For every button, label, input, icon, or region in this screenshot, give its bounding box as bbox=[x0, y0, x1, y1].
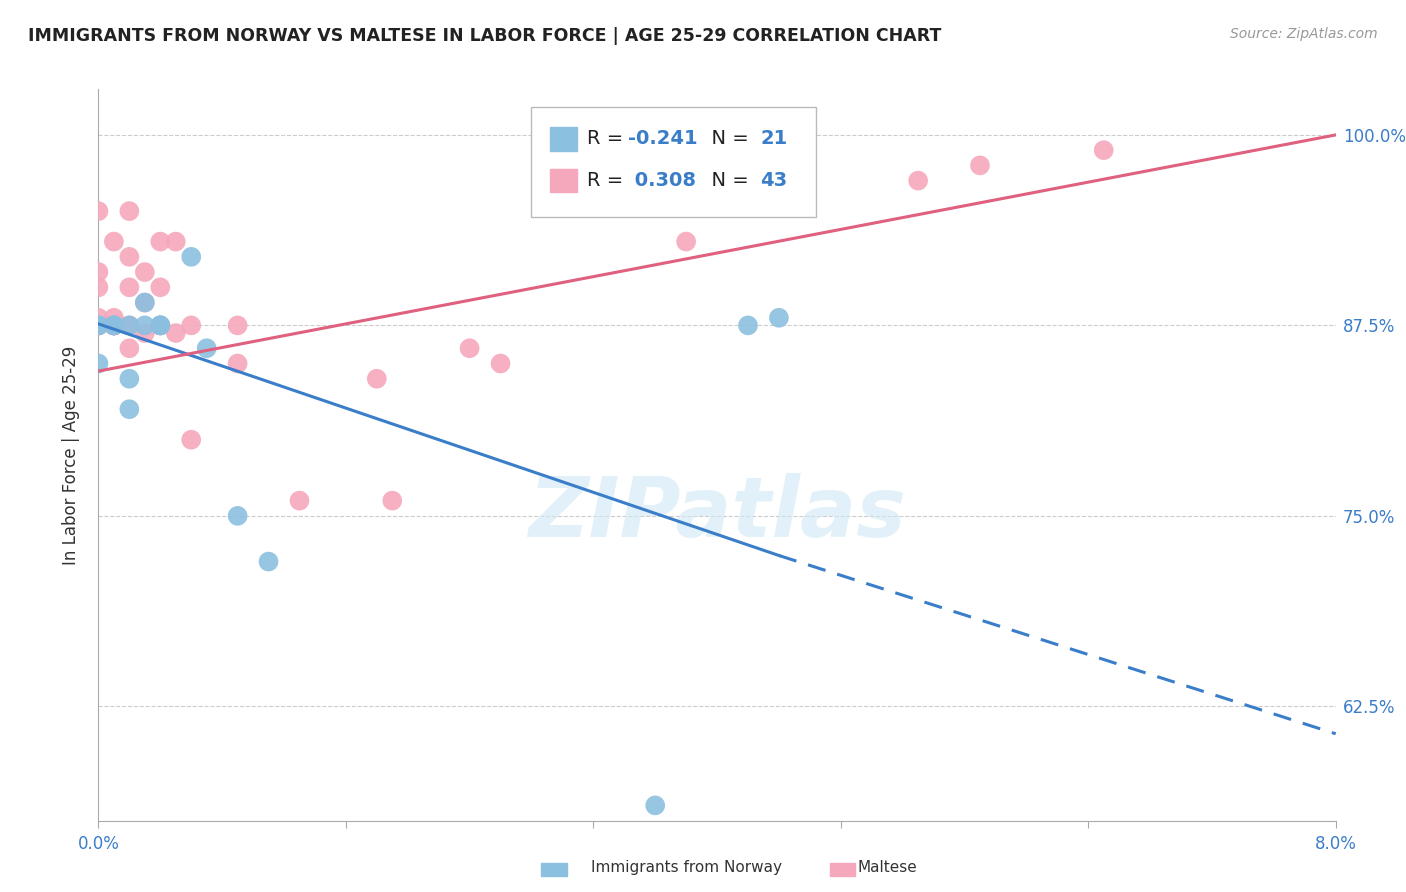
Text: 0.308: 0.308 bbox=[628, 171, 696, 190]
Point bbox=[675, 235, 697, 249]
Point bbox=[103, 318, 125, 333]
Point bbox=[644, 798, 666, 813]
Point bbox=[381, 493, 404, 508]
Text: 43: 43 bbox=[761, 171, 787, 190]
Point bbox=[87, 318, 110, 333]
Point bbox=[180, 250, 202, 264]
Point bbox=[737, 318, 759, 333]
Point bbox=[103, 318, 125, 333]
Point bbox=[1092, 143, 1115, 157]
Text: ZIPatlas: ZIPatlas bbox=[529, 473, 905, 554]
Point bbox=[103, 318, 125, 333]
Point bbox=[87, 318, 110, 333]
Point bbox=[226, 318, 249, 333]
Text: IMMIGRANTS FROM NORWAY VS MALTESE IN LABOR FORCE | AGE 25-29 CORRELATION CHART: IMMIGRANTS FROM NORWAY VS MALTESE IN LAB… bbox=[28, 27, 942, 45]
Point bbox=[87, 357, 110, 371]
Point bbox=[118, 250, 141, 264]
Text: -0.241: -0.241 bbox=[628, 129, 697, 148]
Point bbox=[103, 318, 125, 333]
Point bbox=[366, 372, 388, 386]
Point bbox=[118, 280, 141, 294]
Point bbox=[458, 341, 481, 355]
Point bbox=[103, 318, 125, 333]
Point bbox=[180, 318, 202, 333]
Point bbox=[195, 341, 218, 355]
Point bbox=[87, 204, 110, 219]
Point bbox=[87, 318, 110, 333]
Text: R =: R = bbox=[588, 171, 630, 190]
Point bbox=[134, 326, 156, 340]
Point bbox=[489, 357, 512, 371]
Point bbox=[768, 310, 790, 325]
Point bbox=[134, 295, 156, 310]
Point bbox=[118, 341, 141, 355]
Point bbox=[969, 158, 991, 172]
Point bbox=[907, 174, 929, 188]
Point bbox=[180, 433, 202, 447]
Bar bbox=[550, 169, 578, 193]
Point bbox=[118, 402, 141, 417]
Point bbox=[149, 280, 172, 294]
Point bbox=[149, 318, 172, 333]
Point bbox=[226, 357, 249, 371]
Point bbox=[87, 318, 110, 333]
Point bbox=[118, 318, 141, 333]
Point bbox=[103, 235, 125, 249]
Point bbox=[103, 318, 125, 333]
Text: 21: 21 bbox=[761, 129, 787, 148]
Text: Source: ZipAtlas.com: Source: ZipAtlas.com bbox=[1230, 27, 1378, 41]
Point bbox=[103, 318, 125, 333]
Point bbox=[149, 318, 172, 333]
Point bbox=[165, 235, 187, 249]
Text: Maltese: Maltese bbox=[858, 861, 917, 875]
Point bbox=[87, 318, 110, 333]
FancyBboxPatch shape bbox=[531, 108, 815, 218]
Point bbox=[134, 318, 156, 333]
Point bbox=[118, 372, 141, 386]
Text: N =: N = bbox=[699, 171, 755, 190]
Point bbox=[134, 295, 156, 310]
Point bbox=[118, 318, 141, 333]
Point bbox=[103, 310, 125, 325]
Point bbox=[87, 318, 110, 333]
Point bbox=[87, 310, 110, 325]
Point bbox=[149, 318, 172, 333]
Point bbox=[87, 318, 110, 333]
Point bbox=[134, 265, 156, 279]
Point bbox=[87, 280, 110, 294]
Point bbox=[118, 204, 141, 219]
Text: R =: R = bbox=[588, 129, 630, 148]
Point bbox=[226, 508, 249, 523]
Point bbox=[288, 493, 311, 508]
Point bbox=[87, 318, 110, 333]
Point bbox=[103, 318, 125, 333]
Text: Immigrants from Norway: Immigrants from Norway bbox=[591, 861, 782, 875]
Bar bbox=[550, 128, 578, 151]
Point bbox=[257, 555, 280, 569]
Point bbox=[149, 235, 172, 249]
Y-axis label: In Labor Force | Age 25-29: In Labor Force | Age 25-29 bbox=[62, 345, 80, 565]
Point bbox=[87, 265, 110, 279]
Point bbox=[165, 326, 187, 340]
Text: N =: N = bbox=[699, 129, 755, 148]
Point bbox=[149, 318, 172, 333]
